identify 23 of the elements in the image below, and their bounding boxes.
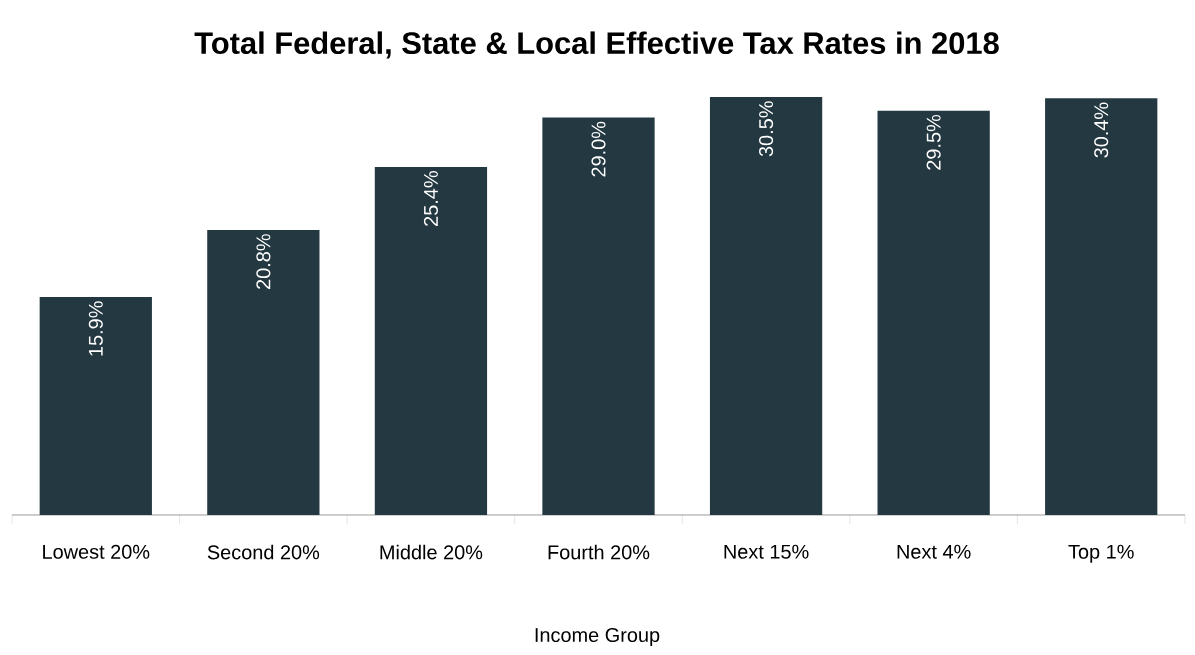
x-tick-label: Next 15%	[724, 544, 809, 559]
bar	[39, 297, 152, 515]
data-label: 29.5%	[926, 114, 941, 170]
x-tick-label: Second 20%	[207, 544, 320, 560]
bar	[1045, 98, 1158, 515]
chart-title: Total Federal, State & Local Effective Tax Rates in 2018	[194, 31, 999, 59]
bar	[709, 96, 823, 515]
bar	[374, 166, 488, 515]
bar	[542, 117, 655, 515]
data-label: 25.4%	[423, 171, 438, 226]
data-label: 30.5%	[759, 101, 774, 157]
data-label: 15.9%	[88, 301, 103, 356]
x-tick-label: Middle 20%	[380, 544, 483, 560]
data-label: 30.4%	[1094, 102, 1109, 158]
bar	[207, 229, 320, 515]
x-tick-label: Lowest 20%	[43, 544, 150, 559]
data-label: 29.0%	[591, 121, 606, 177]
x-axis-title: Income Group	[535, 627, 660, 647]
x-tick-label: Top 1%	[1068, 544, 1134, 563]
x-tick-label: Fourth 20%	[548, 544, 650, 560]
data-label: 20.8%	[256, 234, 271, 289]
bar	[877, 110, 990, 515]
x-tick-label: Next 4%	[897, 544, 971, 559]
